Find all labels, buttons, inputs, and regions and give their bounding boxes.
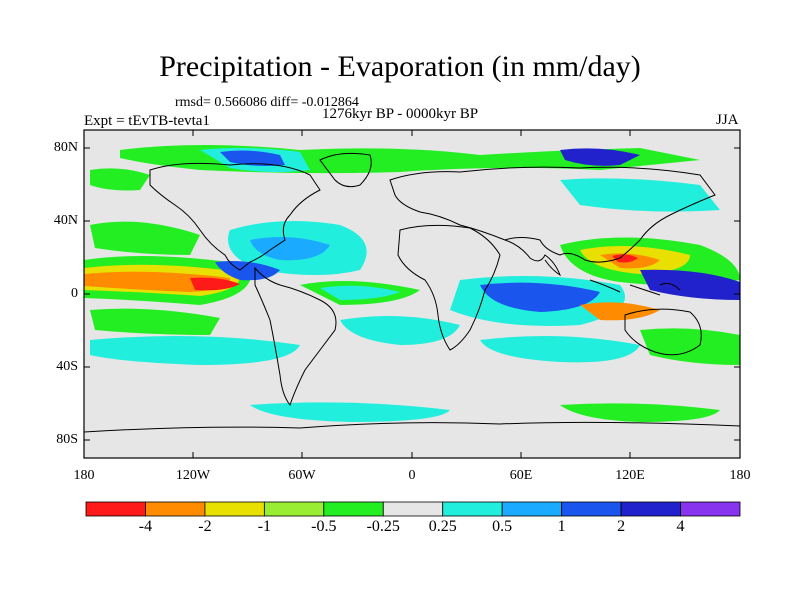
- experiment-label: Expt = tEvTB-tevta1: [84, 113, 210, 129]
- time-period: 1276kyr BP - 0000kyr BP: [322, 106, 479, 122]
- colorbar-label: 4: [676, 518, 685, 535]
- colorbar-label: 2: [617, 518, 626, 535]
- coastlines: [84, 152, 740, 433]
- field-wpac-darkblue: [640, 269, 740, 300]
- field-arctic-blue: [220, 150, 285, 166]
- lat-label-40s: 40S: [56, 359, 78, 374]
- axis-ticks: [84, 130, 740, 458]
- coast-australia: [624, 308, 702, 356]
- lat-label-0: 0: [71, 286, 78, 301]
- field-eqpac-blue: [215, 261, 280, 281]
- field-wpac-red: [612, 254, 638, 263]
- coast-south-america: [254, 266, 337, 407]
- field-atl-itcz-cyan: [320, 285, 400, 300]
- rmsd-diff-stats: rmsd= 0.566086 diff= -0.012864: [175, 95, 359, 110]
- colorbar-label: -1: [257, 518, 272, 535]
- colorbar-label: -0.25: [366, 518, 400, 535]
- lon-label-60w: 60W: [288, 468, 316, 483]
- colorbar-label: -4: [138, 518, 153, 535]
- field-ind-orange: [580, 302, 660, 321]
- field-arctic-darkblue: [560, 148, 640, 166]
- field-eqpac-red: [190, 277, 240, 291]
- lon-label-60e: 60E: [509, 468, 533, 483]
- colorbar-label: -0.5: [311, 518, 337, 535]
- colorbar-swatch: [382, 501, 444, 517]
- coast-eurasia: [389, 166, 716, 263]
- lat-label-80s: 80S: [56, 432, 78, 447]
- coast-greenland: [319, 152, 372, 188]
- colorbar-label: 0.25: [428, 518, 457, 535]
- coast-antarctica: [84, 421, 740, 433]
- field-sh-green-spac: [640, 328, 740, 365]
- colorbar-swatch: [680, 501, 741, 517]
- colorbar-swatch: [501, 501, 563, 517]
- lon-label-180w: 180: [73, 468, 95, 483]
- season-label: JJA: [716, 112, 739, 128]
- lat-label-40n: 40N: [53, 213, 78, 228]
- field-npac-green: [90, 221, 200, 255]
- coast-maritime: [589, 279, 681, 296]
- field-sh-cyan-west: [90, 336, 300, 365]
- field-sh-cyan-ind: [480, 336, 640, 363]
- field-sh-cyan-atl: [340, 316, 460, 345]
- map-title: Precipitation - Evaporation (in mm/day): [159, 50, 641, 83]
- lon-label-120e: 120E: [615, 468, 645, 483]
- lon-label-120w: 120W: [175, 468, 211, 483]
- field-so-cyan: [250, 402, 450, 422]
- colorbar-swatch: [561, 501, 622, 517]
- lon-label-180e: 180: [729, 468, 751, 483]
- colorbar-swatch: [263, 501, 325, 517]
- field-ind-blue: [480, 282, 600, 312]
- coast-india: [504, 239, 562, 277]
- field-natl-blue: [250, 236, 330, 261]
- lat-label-80n: 80N: [53, 140, 78, 155]
- coast-north-america: [149, 162, 321, 271]
- colorbar-swatch: [204, 501, 265, 517]
- field-nh-cyan-east: [560, 178, 720, 212]
- colorbar-label: 0.5: [492, 518, 513, 535]
- colorbar-swatch: [323, 501, 384, 517]
- colorbar-swatch: [145, 501, 206, 517]
- field-so-green: [560, 403, 720, 422]
- lon-label-0: 0: [408, 468, 416, 483]
- colorbar-swatch: [620, 501, 681, 517]
- field-sh-green-west: [90, 308, 220, 335]
- anomaly-fields: [84, 145, 740, 422]
- field-eqpac-orange: [84, 271, 230, 292]
- colorbar-label: -2: [198, 518, 212, 535]
- field-nh-green-west: [90, 168, 150, 191]
- colorbar-swatch: [85, 501, 146, 517]
- coast-africa: [397, 224, 501, 351]
- colorbar-swatch: [442, 501, 503, 517]
- colorbar-label: 1: [557, 518, 566, 535]
- colorbar: [85, 501, 741, 517]
